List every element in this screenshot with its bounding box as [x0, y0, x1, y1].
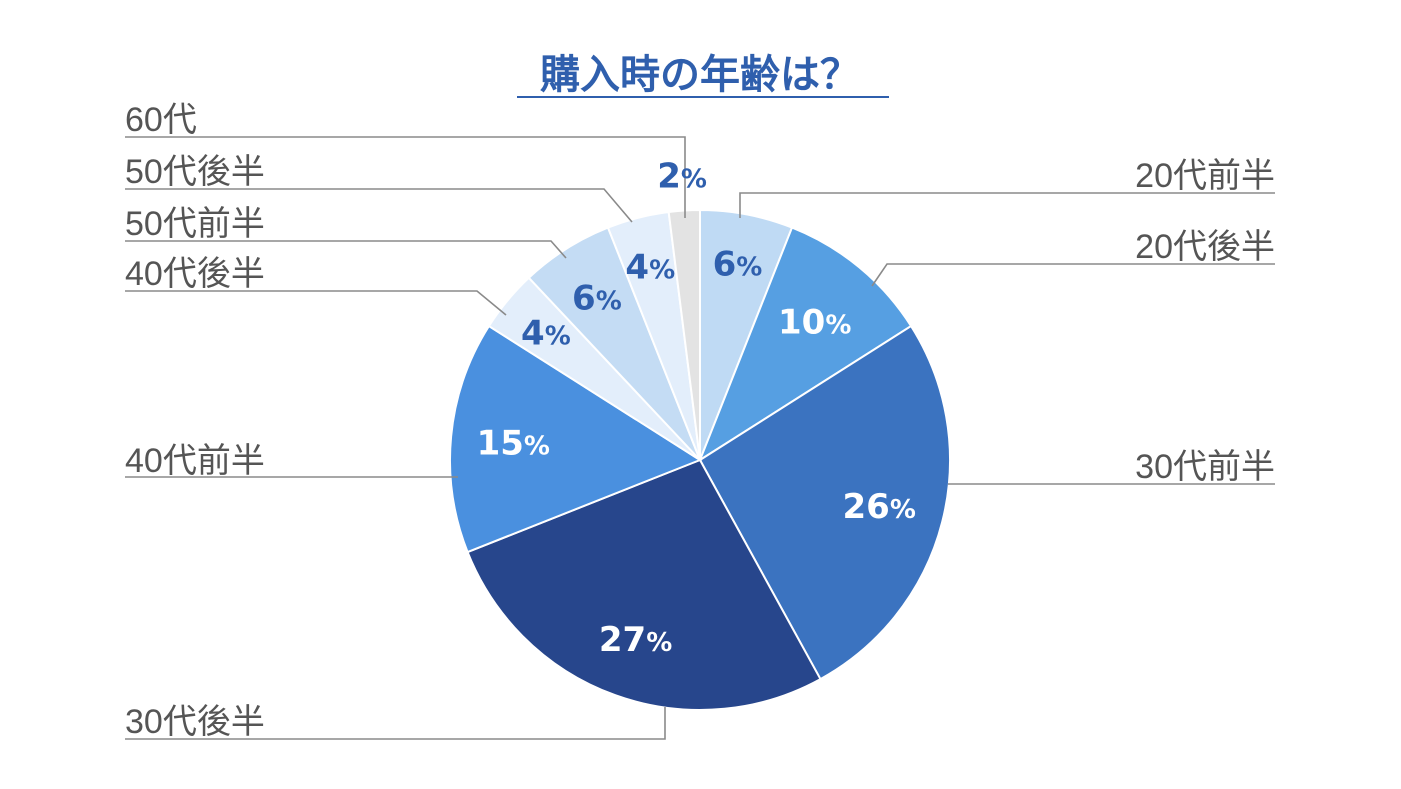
slice-category-label: 50代前半	[125, 205, 265, 243]
slice-category-label: 50代後半	[125, 153, 265, 191]
leader-line	[872, 264, 1275, 286]
slice-category-label: 30代後半	[125, 703, 265, 741]
slice-category-label: 30代前半	[1135, 448, 1275, 486]
leader-line	[125, 291, 506, 315]
leader-line	[740, 193, 1275, 218]
slice-percentage-label: 2%	[657, 157, 707, 197]
slice-category-label: 40代後半	[125, 255, 265, 293]
slice-category-label: 20代後半	[1135, 228, 1275, 266]
slice-category-label: 20代前半	[1135, 157, 1275, 195]
chart-title: 購入時の年齢は？	[540, 52, 860, 98]
slice-category-label: 60代	[125, 101, 197, 139]
slice-category-label: 40代前半	[125, 442, 265, 480]
